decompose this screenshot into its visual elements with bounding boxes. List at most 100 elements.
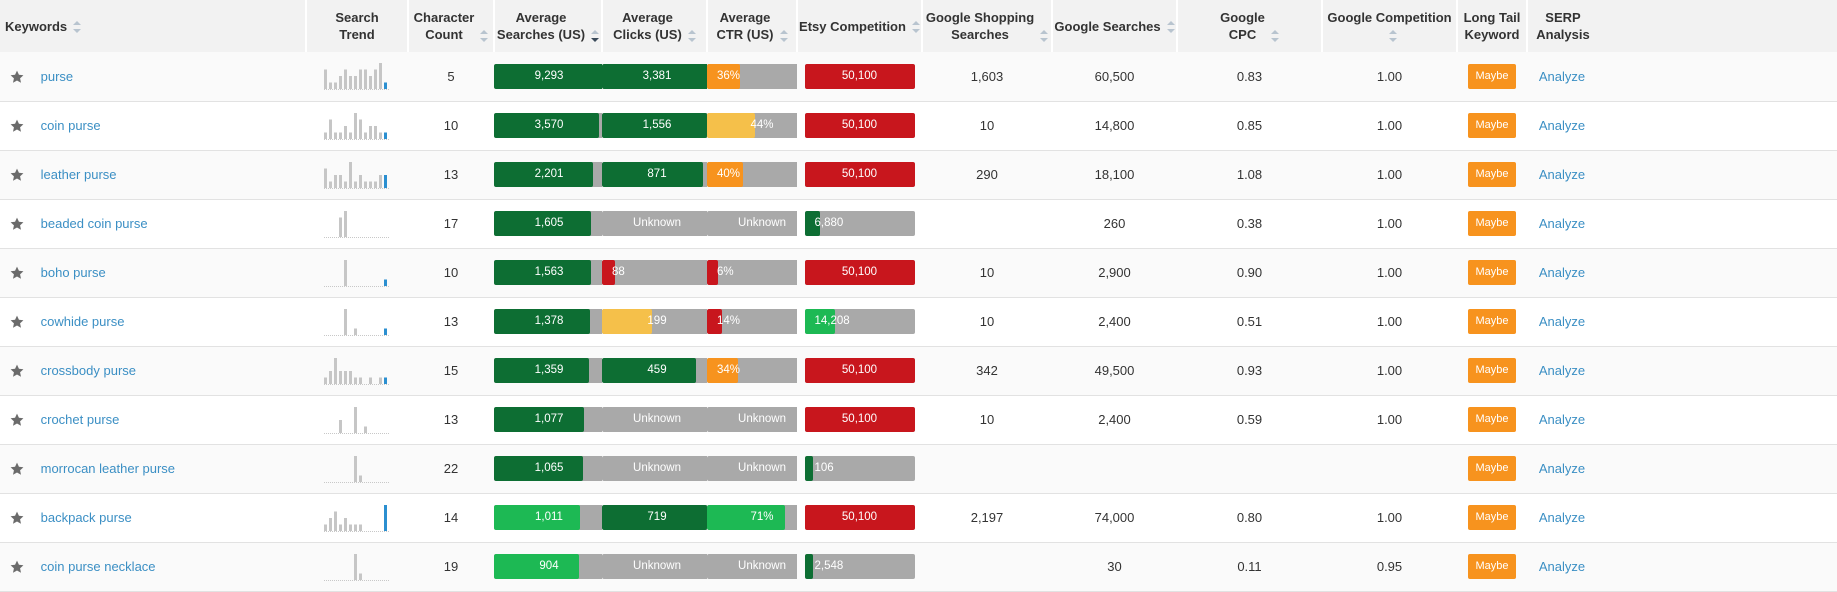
average-searches-cell: 1,378 (494, 297, 602, 347)
header-average-clicks[interactable]: Average Clicks (US) (602, 0, 708, 52)
analyze-link[interactable]: Analyze (1538, 412, 1586, 427)
sort-icon[interactable] (687, 29, 696, 42)
keyword-link[interactable]: coin purse necklace (40, 559, 156, 575)
average-searches-bar: 1,065 (494, 456, 602, 481)
star-icon[interactable] (9, 167, 25, 183)
table-row: coin purse 10 3,570 1,556 44% 50,100 10 … (0, 101, 1837, 151)
average-searches-bar-fill (494, 309, 590, 334)
table-row: crossbody purse 15 1,359 459 34% 50,100 … (0, 346, 1837, 396)
analyze-link[interactable]: Analyze (1538, 559, 1586, 574)
long-tail-maybe-button[interactable]: Maybe (1468, 456, 1516, 481)
google-cpc-cell: 0.11 (1177, 542, 1322, 592)
long-tail-maybe-button[interactable]: Maybe (1468, 358, 1516, 383)
keyword-cell: morrocan leather purse (0, 444, 306, 494)
star-icon[interactable] (9, 559, 25, 575)
average-searches-bar-fill (494, 554, 579, 579)
keyword-link[interactable]: leather purse (40, 167, 117, 183)
analyze-link[interactable]: Analyze (1538, 68, 1586, 84)
keyword-link[interactable]: coin purse (40, 118, 101, 134)
keyword-link[interactable]: backpack purse (40, 510, 132, 526)
analyze-link[interactable]: Analyze (1538, 265, 1586, 280)
long-tail-maybe-button[interactable]: Maybe (1468, 407, 1516, 432)
long-tail-maybe-button[interactable]: Maybe (1468, 260, 1516, 285)
average-searches-bar-fill (494, 162, 593, 187)
header-google-shopping-searches[interactable]: Google Shopping Searches (922, 0, 1053, 52)
keyword-link[interactable]: boho purse (40, 265, 106, 281)
star-icon[interactable] (9, 363, 25, 379)
search-trend-sparkline (324, 161, 390, 189)
header-character-count[interactable]: Character Count (408, 0, 495, 52)
etsy-competition-value: 50,100 (841, 266, 878, 278)
analyze-link[interactable]: Analyze (1538, 510, 1586, 525)
sparkline-bar (384, 504, 387, 531)
analyze-link[interactable]: Analyze (1538, 167, 1586, 182)
header-google-searches[interactable]: Google Searches (1052, 0, 1178, 52)
average-ctr-cell: 44% (707, 101, 797, 151)
sort-icon[interactable] (1166, 21, 1175, 34)
long-tail-maybe-button[interactable]: Maybe (1468, 309, 1516, 334)
header-google-competition[interactable]: Google Competition (1322, 0, 1458, 52)
long-tail-maybe-button[interactable]: Maybe (1468, 113, 1516, 138)
keyword-link[interactable]: morrocan leather purse (40, 461, 176, 477)
average-searches-bar: 1,378 (494, 309, 602, 334)
sort-icon[interactable] (1388, 29, 1397, 42)
etsy-competition-bar: 2,548 (804, 554, 915, 579)
search-trend-cell (306, 542, 408, 592)
serp-analysis-cell: Analyze (1527, 297, 1837, 347)
sort-icon[interactable] (779, 29, 788, 42)
analyze-link[interactable]: Analyze (1538, 314, 1586, 329)
header-average-searches[interactable]: Average Searches (US) (494, 0, 603, 52)
header-google-cpc[interactable]: Google CPC (1177, 0, 1323, 52)
sort-desc-icon[interactable] (591, 29, 600, 42)
etsy-competition-cell: 14,208 (797, 297, 922, 347)
long-tail-maybe-button[interactable]: Maybe (1468, 63, 1516, 89)
average-ctr-bar: 6% (707, 260, 797, 285)
keyword-cell: crochet purse (0, 395, 306, 445)
star-icon[interactable] (9, 216, 25, 232)
keyword-link[interactable]: beaded coin purse (40, 216, 148, 232)
star-icon[interactable] (9, 412, 25, 428)
header-average-ctr[interactable]: Average CTR (US) (707, 0, 798, 52)
long-tail-maybe-button[interactable]: Maybe (1468, 162, 1516, 187)
star-icon[interactable] (9, 265, 25, 281)
star-icon[interactable] (9, 118, 25, 134)
sort-icon[interactable] (1270, 29, 1279, 42)
long-tail-maybe-button[interactable]: Maybe (1468, 211, 1516, 236)
keyword-cell: cowhide purse (0, 297, 306, 347)
average-searches-bar-fill (494, 407, 585, 432)
keyword-link[interactable]: crochet purse (40, 412, 120, 428)
analyze-link[interactable]: Analyze (1538, 461, 1586, 476)
sort-icon[interactable] (911, 21, 920, 34)
sparkline-bar (359, 174, 362, 188)
keyword-cell: beaded coin purse (0, 199, 306, 249)
long-tail-maybe-button[interactable]: Maybe (1468, 554, 1516, 579)
sort-icon[interactable] (480, 29, 489, 42)
star-icon[interactable] (9, 510, 25, 526)
sort-icon[interactable] (1040, 29, 1049, 42)
analyze-link[interactable]: Analyze (1538, 363, 1586, 378)
star-icon[interactable] (9, 461, 25, 477)
character-count-cell: 22 (408, 444, 494, 494)
serp-analysis-cell: Analyze (1527, 444, 1837, 494)
star-icon[interactable] (9, 69, 25, 85)
etsy-competition-bar: 50,100 (804, 113, 915, 138)
header-keywords[interactable]: Keywords (0, 0, 307, 52)
header-etsy-competition[interactable]: Etsy Competition (797, 0, 923, 52)
sparkline-bar (349, 524, 352, 531)
keyword-link[interactable]: cowhide purse (40, 314, 125, 330)
average-ctr-bar-fill (707, 113, 756, 138)
etsy-competition-cell: 50,100 (797, 150, 922, 200)
average-clicks-value: 459 (647, 364, 667, 376)
google-competition-cell: 1.00 (1322, 150, 1457, 200)
average-clicks-value: 3,381 (642, 69, 672, 82)
analyze-link[interactable]: Analyze (1538, 118, 1586, 133)
keyword-link[interactable]: purse (40, 69, 74, 85)
long-tail-maybe-button[interactable]: Maybe (1468, 505, 1516, 530)
star-icon[interactable] (9, 314, 25, 330)
analyze-link[interactable]: Analyze (1538, 216, 1586, 231)
keyword-link[interactable]: crossbody purse (40, 363, 137, 379)
sort-icon[interactable] (73, 21, 82, 34)
average-clicks-value: 719 (647, 511, 667, 523)
etsy-competition-bar: 50,100 (804, 162, 915, 187)
average-ctr-value: 14% (717, 315, 741, 327)
